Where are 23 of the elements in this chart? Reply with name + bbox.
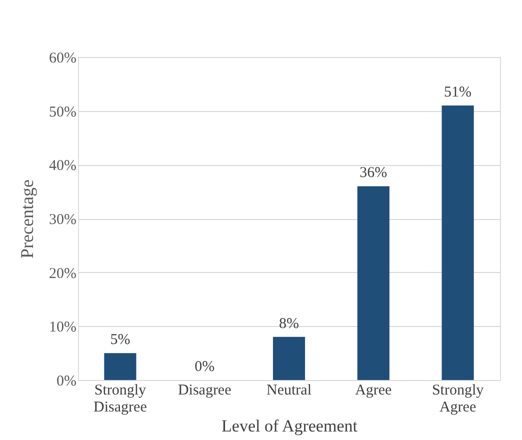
x-tick-label: Strongly Disagree: [94, 382, 148, 416]
data-label: 5%: [110, 332, 130, 348]
y-tick-label: 10%: [49, 320, 76, 336]
x-tick-label: Neutral: [266, 382, 312, 398]
y-tick-label: 30%: [49, 212, 76, 228]
x-tick-label: Agree: [355, 382, 392, 398]
y-tick-label: 0%: [56, 374, 76, 390]
bar: [442, 105, 474, 380]
data-label: 8%: [279, 316, 299, 332]
y-tick-label: 40%: [49, 158, 76, 174]
bar: [357, 186, 390, 380]
bar: [272, 336, 306, 380]
data-label: 0%: [194, 359, 215, 375]
y-tick-label: 20%: [49, 266, 76, 282]
x-tick-label: Strongly Agree: [432, 382, 484, 416]
x-tick-label: Disagree: [178, 382, 232, 398]
data-label: 36%: [360, 165, 388, 182]
y-axis-title: Precentage: [17, 180, 38, 258]
y-tick-label: 50%: [49, 104, 76, 120]
data-label: 51%: [444, 84, 472, 100]
y-tick-label: 60%: [49, 50, 76, 66]
bar: [104, 353, 136, 380]
x-axis-title: Level of Agreement: [222, 416, 358, 436]
